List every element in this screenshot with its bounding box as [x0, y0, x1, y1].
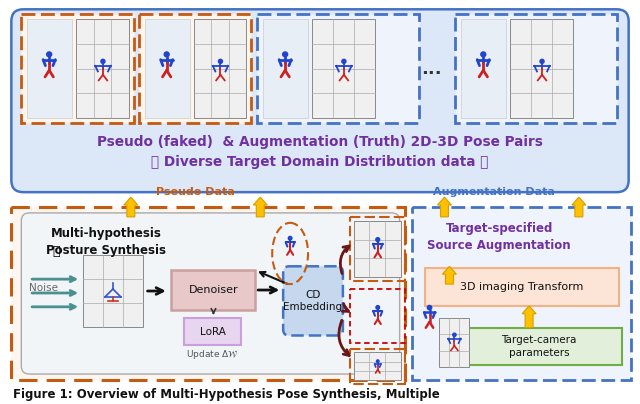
- Text: LoRA: LoRA: [200, 326, 225, 337]
- FancyBboxPatch shape: [458, 328, 621, 365]
- Circle shape: [376, 360, 379, 362]
- FancyBboxPatch shape: [184, 318, 241, 345]
- Circle shape: [342, 59, 346, 63]
- FancyBboxPatch shape: [440, 318, 469, 367]
- Text: Update $\Delta\mathcal{W}$: Update $\Delta\mathcal{W}$: [186, 348, 239, 361]
- Text: Denoiser: Denoiser: [189, 285, 238, 295]
- Text: Target-specified
Source Augmentation: Target-specified Source Augmentation: [428, 222, 571, 252]
- FancyBboxPatch shape: [171, 270, 255, 310]
- FancyBboxPatch shape: [424, 268, 619, 306]
- Circle shape: [376, 238, 380, 242]
- FancyBboxPatch shape: [257, 14, 419, 123]
- Circle shape: [47, 52, 52, 57]
- Text: Pseudo Data: Pseudo Data: [156, 187, 235, 197]
- Circle shape: [101, 59, 105, 63]
- FancyBboxPatch shape: [456, 14, 617, 123]
- Circle shape: [164, 52, 169, 57]
- Circle shape: [218, 59, 223, 63]
- Circle shape: [540, 59, 544, 63]
- Polygon shape: [438, 197, 451, 217]
- Text: Figure 1: Overview of Multi-Hypothesis Pose Synthesis, Multiple: Figure 1: Overview of Multi-Hypothesis P…: [13, 388, 440, 401]
- FancyBboxPatch shape: [354, 352, 401, 380]
- FancyBboxPatch shape: [12, 207, 404, 380]
- Polygon shape: [522, 306, 536, 328]
- FancyBboxPatch shape: [412, 207, 630, 380]
- FancyBboxPatch shape: [83, 255, 143, 326]
- FancyBboxPatch shape: [193, 19, 246, 118]
- Text: （ Diverse Target Domain Distribution data ）: （ Diverse Target Domain Distribution dat…: [151, 154, 489, 168]
- Circle shape: [481, 52, 486, 57]
- FancyBboxPatch shape: [354, 221, 401, 277]
- FancyBboxPatch shape: [510, 19, 573, 118]
- Text: Multi-hypothesis
Posture Synthesis: Multi-hypothesis Posture Synthesis: [46, 227, 166, 257]
- Text: Augmentation Data: Augmentation Data: [433, 187, 555, 197]
- Text: Noise: Noise: [29, 283, 58, 293]
- FancyBboxPatch shape: [28, 19, 72, 118]
- FancyBboxPatch shape: [12, 9, 628, 192]
- Circle shape: [376, 305, 380, 309]
- FancyBboxPatch shape: [139, 14, 252, 123]
- FancyBboxPatch shape: [21, 213, 399, 374]
- FancyBboxPatch shape: [283, 266, 343, 335]
- Circle shape: [452, 333, 456, 337]
- Circle shape: [283, 52, 287, 57]
- FancyBboxPatch shape: [461, 19, 506, 118]
- Text: Target-camera
parameters: Target-camera parameters: [501, 335, 577, 358]
- Polygon shape: [253, 197, 268, 217]
- Polygon shape: [124, 197, 138, 217]
- Text: ...: ...: [421, 60, 442, 78]
- Text: CD
Embedding: CD Embedding: [284, 290, 342, 312]
- Polygon shape: [442, 266, 456, 284]
- Circle shape: [428, 305, 432, 310]
- Text: 🔒: 🔒: [52, 245, 60, 258]
- FancyBboxPatch shape: [76, 19, 129, 118]
- FancyBboxPatch shape: [21, 14, 134, 123]
- Text: Pseudo (faked)  & Augmentation (Truth) 2D-3D Pose Pairs: Pseudo (faked) & Augmentation (Truth) 2D…: [97, 135, 543, 149]
- Text: 3D imaging Transform: 3D imaging Transform: [460, 282, 584, 292]
- FancyBboxPatch shape: [145, 19, 189, 118]
- FancyBboxPatch shape: [263, 19, 308, 118]
- FancyBboxPatch shape: [312, 19, 375, 118]
- Circle shape: [288, 236, 292, 240]
- Polygon shape: [572, 197, 586, 217]
